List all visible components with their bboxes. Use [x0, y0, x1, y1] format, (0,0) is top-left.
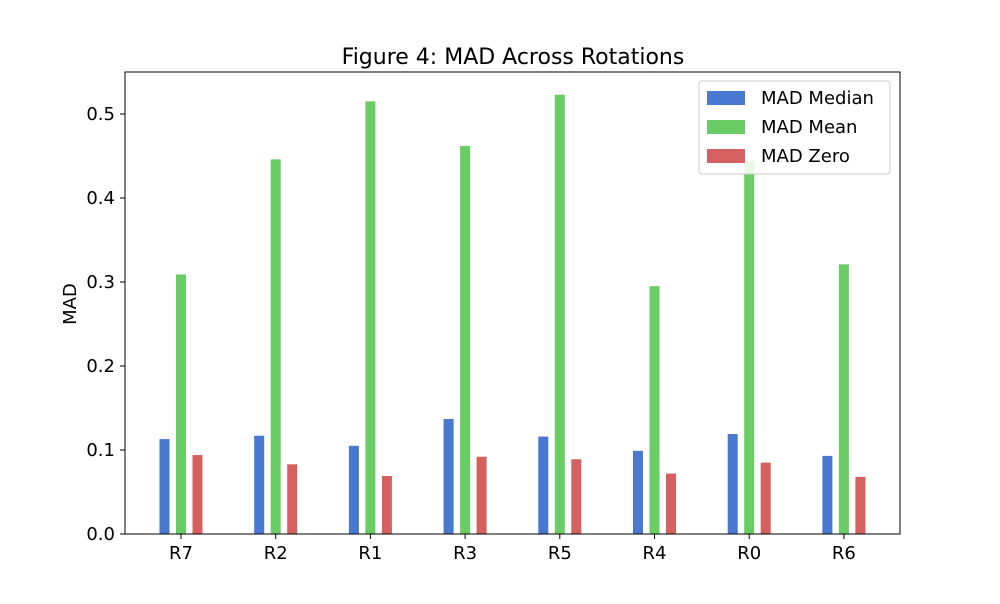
y-tick-label: 0.4 — [86, 188, 115, 209]
axes-layer: 0.0 0.1 0.2 0.3 0.4 0.5 R7 R2 R1 R3 R5 R4 R0 R6 — [86, 71, 901, 564]
legend-swatch-mad-zero — [707, 149, 745, 163]
y-tick-label: 0.5 — [86, 104, 115, 125]
bar-mad-zero-r2 — [287, 464, 298, 534]
bar-mad-median-r4 — [633, 450, 643, 534]
legend-label-mad-median: MAD Median — [761, 88, 874, 109]
legend: MAD Median MAD Mean MAD Zero — [698, 80, 891, 175]
bar-mad-mean-r6 — [838, 264, 849, 534]
bar-mad-median-r6 — [822, 455, 833, 534]
bar-mad-zero-r7 — [192, 455, 203, 534]
x-tick-label: R5 — [548, 543, 572, 564]
x-tick-label: R2 — [264, 543, 288, 564]
legend-label-mad-mean: MAD Mean — [761, 117, 857, 138]
x-tick-label: R7 — [169, 543, 193, 564]
plot-frame — [124, 71, 901, 535]
bar-mad-mean-r1 — [365, 101, 376, 535]
bar-mad-zero-r4 — [666, 473, 676, 534]
x-tick-label: R3 — [453, 543, 477, 564]
bar-mad-mean-r7 — [176, 274, 186, 534]
bar-mad-median-r1 — [348, 445, 359, 534]
bars-layer — [159, 94, 866, 535]
x-tick-label: R6 — [832, 543, 856, 564]
bar-mad-zero-r3 — [476, 456, 487, 534]
bar-mad-median-r0 — [727, 434, 738, 534]
y-tick-label: 0.0 — [86, 524, 115, 545]
y-tick-label: 0.3 — [86, 272, 115, 293]
bar-mad-median-r5 — [538, 436, 549, 534]
x-tick-label: R1 — [358, 543, 382, 564]
bar-mad-zero-r1 — [381, 476, 392, 534]
bar-mad-mean-r4 — [649, 286, 660, 534]
legend-swatch-mad-mean — [707, 120, 745, 134]
bar-mad-zero-r6 — [855, 476, 866, 534]
legend-box — [698, 80, 891, 175]
bar-mad-median-r2 — [254, 435, 265, 534]
bar-mad-zero-r0 — [760, 462, 771, 534]
y-tick-label: 0.1 — [86, 440, 115, 461]
bar-mad-zero-r5 — [571, 459, 582, 534]
bar-mad-mean-r5 — [554, 94, 565, 535]
y-tick-label: 0.2 — [86, 356, 115, 377]
bar-mad-median-r3 — [443, 418, 454, 534]
bar-mad-mean-r3 — [460, 145, 471, 535]
chart-title: Figure 4: MAD Across Rotations — [342, 45, 685, 70]
legend-label-mad-zero: MAD Zero — [761, 146, 850, 167]
bar-mad-mean-r0 — [744, 161, 755, 535]
legend-swatch-mad-median — [707, 91, 745, 105]
bar-mad-median-r7 — [159, 439, 170, 534]
y-axis-label: MAD — [60, 283, 81, 325]
x-tick-label: R4 — [643, 543, 667, 564]
bar-mad-mean-r2 — [270, 159, 281, 535]
x-tick-label: R0 — [737, 543, 761, 564]
